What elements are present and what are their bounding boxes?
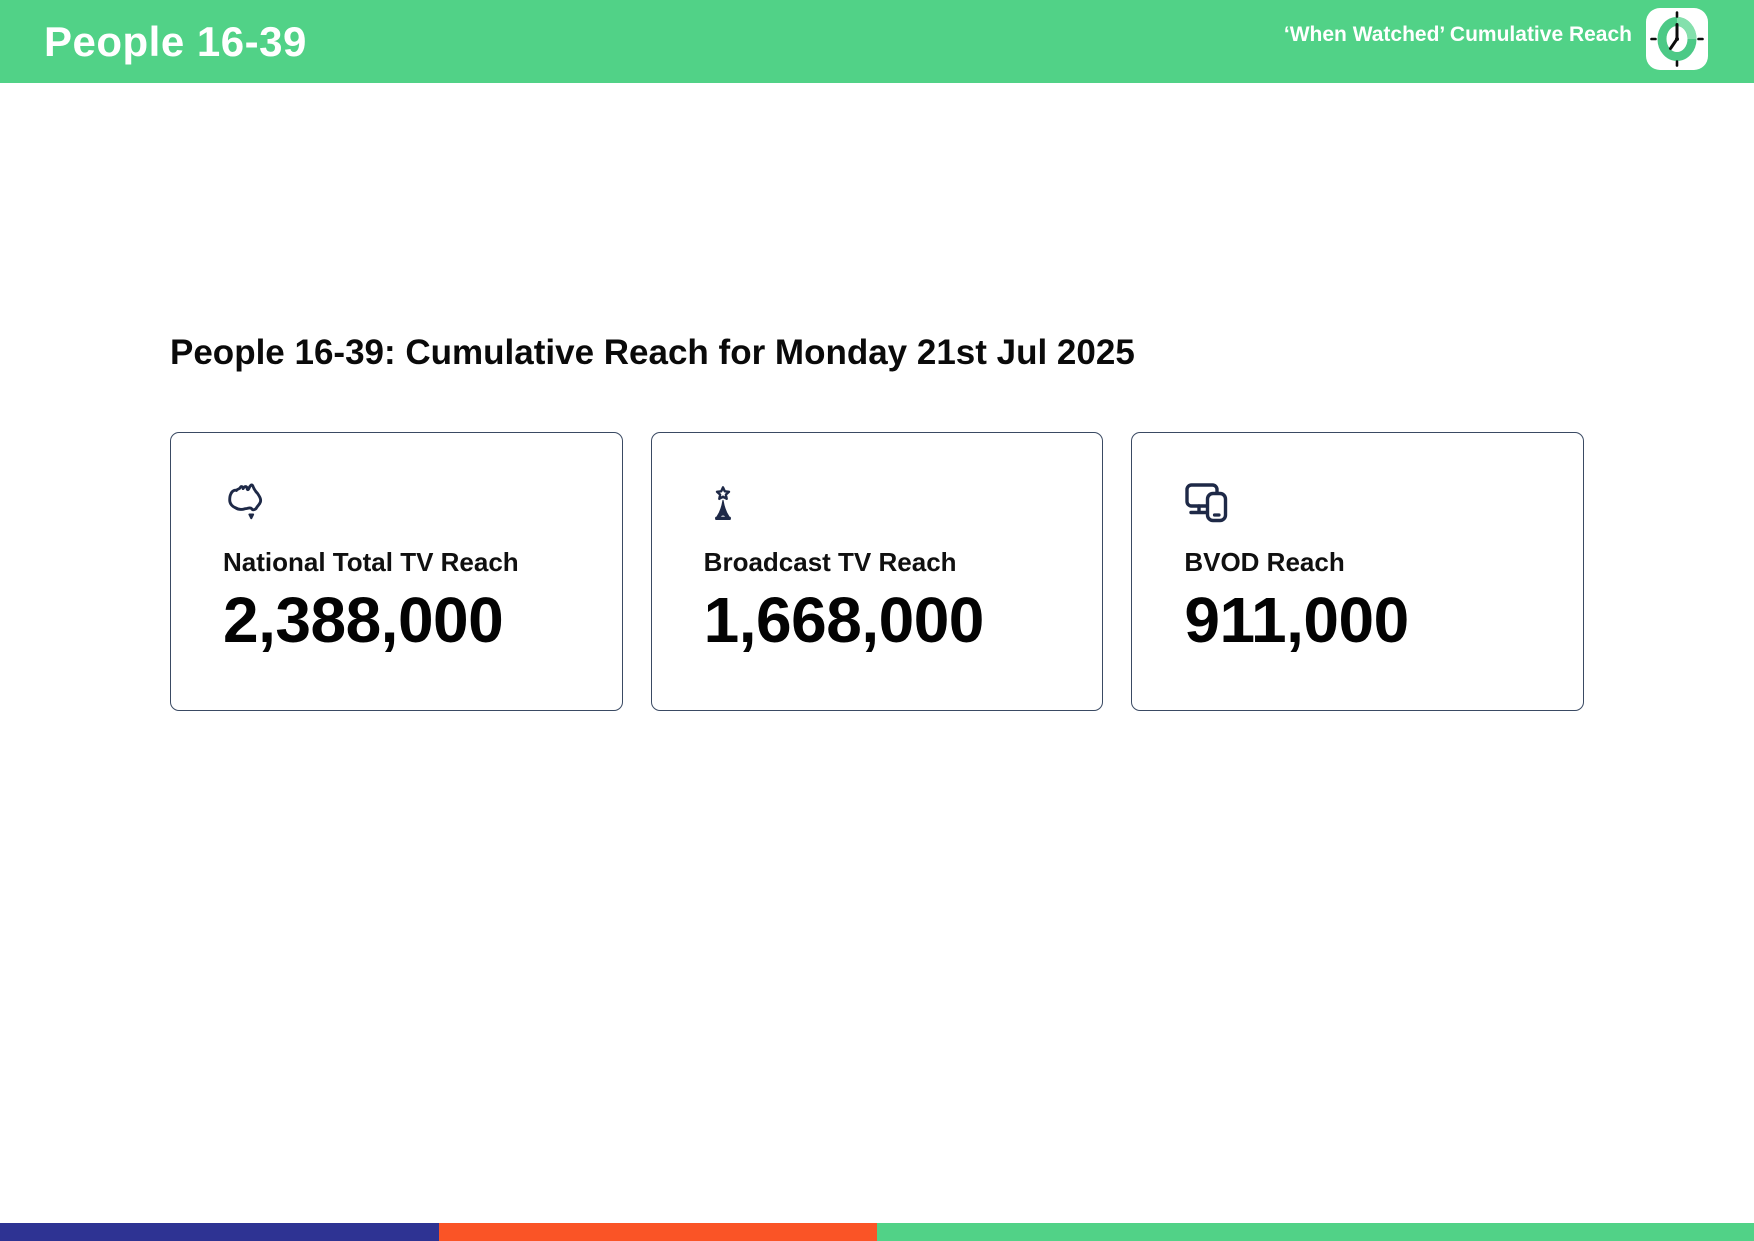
card-label: Broadcast TV Reach [703, 547, 957, 578]
metric-card-broadcast-tv: Broadcast TV Reach 1,668,000 [650, 432, 1104, 712]
card-value: 1,668,000 [703, 584, 985, 657]
devices-icon [1184, 479, 1563, 531]
footer-color-bar [0, 1223, 1754, 1241]
main-content: People 16-39: Cumulative Reach for Monda… [0, 83, 1754, 712]
metric-cards-row: National Total TV Reach 2,388,000 Broadc… [170, 432, 1585, 712]
card-label: National Total TV Reach [223, 547, 519, 578]
australia-map-icon [223, 479, 602, 531]
footer-blue-segment [0, 1223, 439, 1241]
header-right-group: ‘When Watched’ Cumulative Reach [1283, 7, 1708, 70]
header-bar: People 16-39 ‘When Watched’ Cumulative R… [0, 0, 1754, 83]
header-subtitle: ‘When Watched’ Cumulative Reach [1283, 22, 1632, 46]
card-value: 911,000 [1184, 584, 1409, 657]
footer-green-segment [877, 1223, 1754, 1241]
metric-card-national-total-tv: National Total TV Reach 2,388,000 [170, 432, 623, 712]
report-heading: People 16-39: Cumulative Reach for Monda… [170, 333, 1135, 372]
metric-card-bvod: BVOD Reach 911,000 [1131, 432, 1585, 712]
page-title: People 16-39 [44, 17, 307, 65]
broadcast-tower-icon [704, 479, 1083, 531]
footer-orange-segment [438, 1223, 877, 1241]
card-label: BVOD Reach [1184, 547, 1345, 578]
card-value: 2,388,000 [223, 584, 504, 657]
clock-icon [1646, 7, 1708, 70]
